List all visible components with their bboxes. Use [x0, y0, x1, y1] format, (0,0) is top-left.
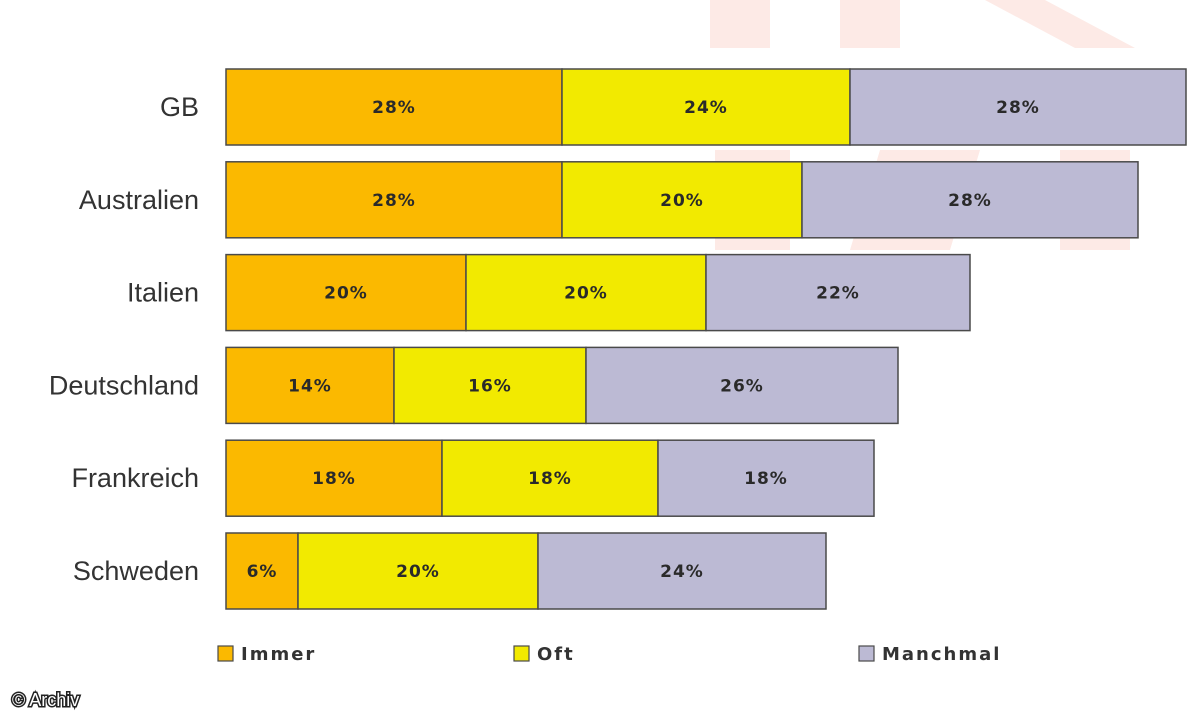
legend: Immer Oft Manchmal: [217, 644, 1001, 665]
bar-segment: [393, 346, 587, 425]
bars-group: 28% 24% 28% 28% 20% 28% 20% 20% 22% 14% 16% 26% 18% 1…: [225, 68, 1187, 610]
data-label: 24%: [660, 562, 704, 582]
bar-segment: [537, 532, 827, 610]
category-label: Frankreich: [71, 463, 199, 493]
legend-swatch: [513, 645, 530, 662]
bar-segment: [585, 346, 899, 425]
legend-label: Oft: [537, 644, 575, 665]
data-label: 16%: [468, 376, 512, 396]
data-label: 18%: [528, 469, 572, 489]
bar-segment: [849, 68, 1187, 146]
data-label: 26%: [720, 376, 764, 396]
category-labels: GB Australien Italien Deutschland Frankreich…: [49, 92, 199, 586]
bar-segment: [225, 161, 563, 239]
data-label: 20%: [396, 562, 440, 582]
data-label: 28%: [996, 98, 1040, 118]
data-label: 14%: [288, 376, 332, 396]
bar-segment: [225, 532, 299, 610]
data-label: 20%: [324, 284, 368, 304]
watermark-shape: [840, 0, 900, 48]
data-label: 18%: [312, 469, 356, 489]
data-label: 28%: [372, 191, 416, 211]
watermark-shape: [710, 0, 770, 48]
bar-segment: [561, 161, 803, 239]
legend-swatch: [858, 645, 875, 662]
bar-segment: [297, 532, 539, 610]
data-label: 22%: [816, 284, 860, 304]
bar-segment: [225, 68, 563, 146]
data-label: 20%: [660, 191, 704, 211]
watermark-shape: [985, 0, 1135, 48]
category-label: Deutschland: [49, 370, 199, 400]
data-label: 28%: [372, 98, 416, 118]
legend-label: Immer: [241, 644, 316, 665]
data-label: 6%: [247, 562, 278, 582]
category-label: GB: [160, 92, 199, 122]
category-label: Schweden: [73, 556, 199, 586]
bar-segment: [225, 346, 395, 425]
bar-segment: [657, 439, 875, 517]
bar-segment: [441, 439, 659, 517]
bar-segment: [561, 68, 851, 146]
copyright-text: © Archiv: [12, 690, 79, 710]
legend-swatch: [217, 645, 234, 662]
bar-segment: [705, 253, 971, 332]
category-label: Italien: [127, 278, 199, 308]
data-label: 28%: [948, 191, 992, 211]
bar-segment: [225, 253, 467, 332]
category-label: Australien: [79, 185, 199, 215]
data-label: 24%: [684, 98, 728, 118]
data-label: 20%: [564, 284, 608, 304]
bar-segment: [225, 439, 443, 517]
legend-label: Manchmal: [882, 644, 1001, 665]
bar-segment: [801, 161, 1139, 239]
data-label: 18%: [744, 469, 788, 489]
